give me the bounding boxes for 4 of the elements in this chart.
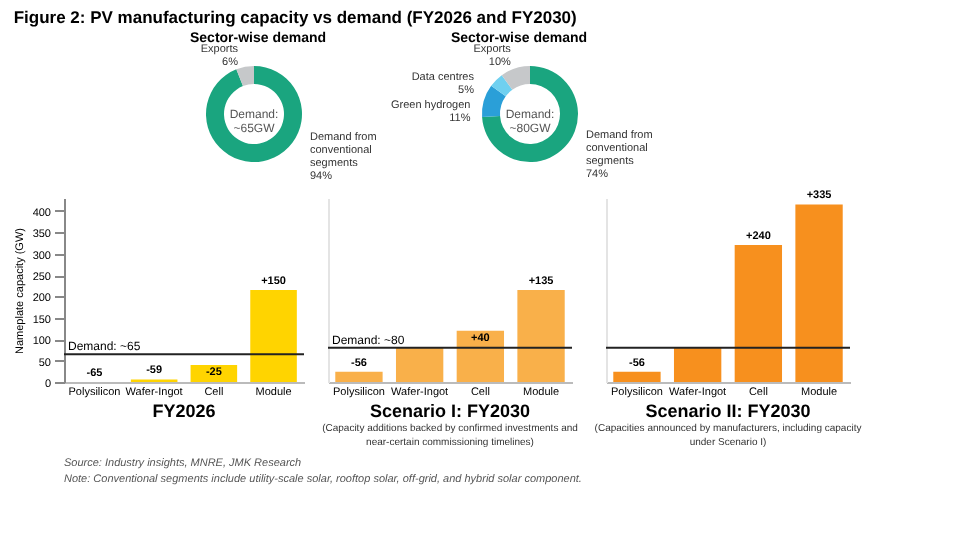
text: Scenario I: FY2030 bbox=[369, 401, 531, 421]
text: Scenario II: FY2030 bbox=[645, 401, 811, 421]
chart-title: Figure 2: PV manufacturing capacity vs demand (FY2026 and FY2030) bbox=[13, 7, 578, 27]
text: FY2026 bbox=[152, 401, 216, 421]
